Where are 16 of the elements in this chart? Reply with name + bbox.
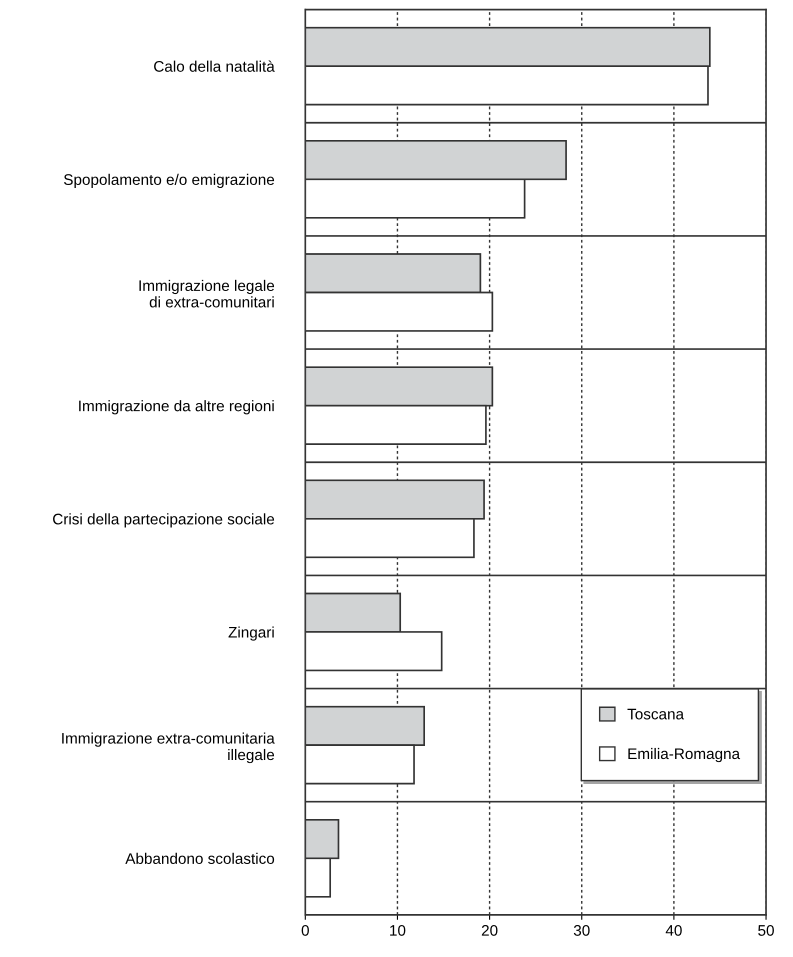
x-tick-label: 0: [302, 925, 309, 936]
y-tick-label: Immigrazione legale di extra-comunitari: [139, 280, 274, 308]
legend-label: Toscana: [627, 708, 684, 720]
y-tick-label: Abbandono scolastico: [125, 852, 274, 864]
y-tick-label: Spopolamento e/o emigrazione: [64, 174, 274, 188]
x-tick-label: 10: [390, 925, 406, 936]
y-tick-label: Calo della natalità: [154, 60, 275, 72]
legend-label: Emilia-Romagna: [628, 748, 740, 762]
x-tick-label: 50: [758, 925, 774, 936]
x-tick-label: 30: [574, 925, 590, 936]
y-tick-label: Immigrazione extra-comunitaria illegale: [62, 732, 275, 764]
x-tick-label: 40: [666, 925, 682, 936]
y-tick-label: Immigrazione da altre regioni: [79, 400, 274, 414]
y-tick-label: Zingari: [228, 626, 274, 641]
x-tick-label: 20: [482, 925, 498, 936]
y-tick-label: Crisi della partecipazione sociale: [53, 513, 274, 528]
